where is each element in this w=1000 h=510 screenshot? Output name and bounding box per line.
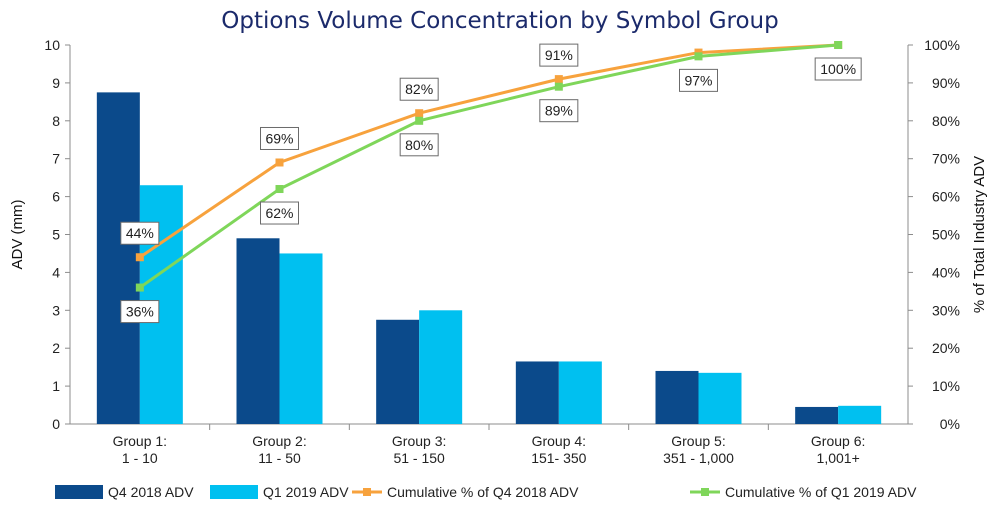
line-marker (135, 253, 144, 262)
chart-title: Options Volume Concentration by Symbol G… (221, 8, 778, 34)
legend-swatch-marker (363, 488, 371, 496)
line-marker (554, 82, 563, 91)
bar (698, 372, 742, 424)
x-tick-label: Group 5: (671, 433, 725, 449)
y-tick-label: 1 (52, 378, 60, 394)
x-tick-label: 1,001+ (817, 450, 860, 466)
x-tick-label: 1 - 10 (122, 450, 158, 466)
y2-tick-label: 30% (932, 302, 960, 318)
legend-label: Cumulative % of Q4 2018 ADV (387, 484, 579, 500)
data-label-box (814, 57, 862, 81)
data-label: 44% (126, 225, 154, 241)
y-axis-label: ADV (mm) (9, 200, 26, 270)
legend-label: Cumulative % of Q1 2019 ADV (725, 484, 917, 500)
y2-tick-label: 50% (932, 227, 960, 243)
data-label: 36% (126, 304, 154, 320)
x-tick-label: Group 2: (252, 433, 306, 449)
legend-swatch-marker (701, 488, 709, 496)
line-marker (834, 41, 843, 49)
series-line (138, 43, 839, 289)
bar (376, 319, 420, 424)
bar (795, 406, 839, 424)
data-label-box (539, 99, 579, 123)
data-label-box (399, 133, 439, 157)
legend-swatch (210, 485, 258, 499)
y-tick-label: 5 (52, 227, 60, 243)
data-label: 89% (545, 103, 573, 119)
bar (419, 310, 463, 424)
y2-tick-label: 10% (932, 378, 960, 394)
line-marker (554, 75, 563, 84)
data-label-box (679, 68, 718, 92)
line-marker (275, 185, 284, 194)
y2-tick-label: 100% (924, 37, 960, 53)
y-tick-label: 0 (52, 416, 60, 432)
data-label-box (120, 300, 160, 324)
bar (515, 361, 559, 424)
y-tick-label: 8 (52, 113, 60, 129)
y-tick-label: 9 (52, 75, 60, 91)
data-label: 62% (265, 205, 293, 221)
y2-tick-label: 0% (940, 416, 960, 432)
data-label: 82% (405, 81, 433, 97)
y-tick-label: 6 (52, 189, 60, 205)
data-label: 69% (265, 130, 293, 146)
y-tick-label: 10 (44, 37, 60, 53)
line-marker (415, 109, 424, 118)
data-label: 91% (545, 47, 573, 63)
legend-label: Q4 2018 ADV (108, 484, 194, 500)
x-tick-label: Group 4: (532, 433, 586, 449)
bar (655, 370, 699, 424)
legend-label: Q1 2019 ADV (263, 484, 349, 500)
y2-tick-label: 60% (932, 189, 960, 205)
y2-tick-label: 40% (932, 264, 960, 280)
data-label-box (260, 126, 299, 150)
series-line (138, 43, 839, 259)
line-marker (415, 116, 424, 125)
y-tick-label: 7 (52, 151, 60, 167)
data-label: 100% (820, 61, 856, 77)
bar (96, 92, 140, 424)
line-marker (135, 283, 144, 292)
y2-axis-label: % of Total Industry ADV (971, 156, 988, 313)
data-label: 97% (684, 72, 712, 88)
data-label: 80% (405, 137, 433, 153)
plot-area: 0123456789100%10%20%30%40%50%60%70%80%90… (44, 37, 960, 466)
x-tick-label: Group 3: (392, 433, 446, 449)
line-marker (275, 158, 284, 167)
y-tick-label: 2 (52, 340, 60, 356)
line-marker (694, 52, 703, 61)
x-tick-label: 151- 350 (531, 450, 586, 466)
bar (236, 238, 280, 424)
x-tick-label: 51 - 150 (393, 450, 445, 466)
y-tick-label: 4 (52, 264, 60, 280)
data-label-box (260, 201, 299, 225)
data-label-box (120, 221, 160, 245)
x-tick-label: 11 - 50 (258, 450, 301, 466)
legend-swatch (55, 485, 103, 499)
y-tick-label: 3 (52, 302, 60, 318)
legend: Q4 2018 ADV Q1 2019 ADV Cumulative % of Q4… (55, 484, 917, 500)
y2-tick-label: 70% (932, 151, 960, 167)
data-label-box (539, 43, 579, 67)
x-tick-label: Group 6: (811, 433, 865, 449)
x-tick-label: Group 1: (113, 433, 167, 449)
bar (838, 405, 882, 424)
y2-tick-label: 80% (932, 113, 960, 129)
bar (279, 253, 323, 424)
y2-tick-label: 90% (932, 75, 960, 91)
bar (558, 361, 602, 424)
data-label-box (399, 77, 439, 101)
x-tick-label: 351 - 1,000 (663, 450, 734, 466)
y2-tick-label: 20% (932, 340, 960, 356)
